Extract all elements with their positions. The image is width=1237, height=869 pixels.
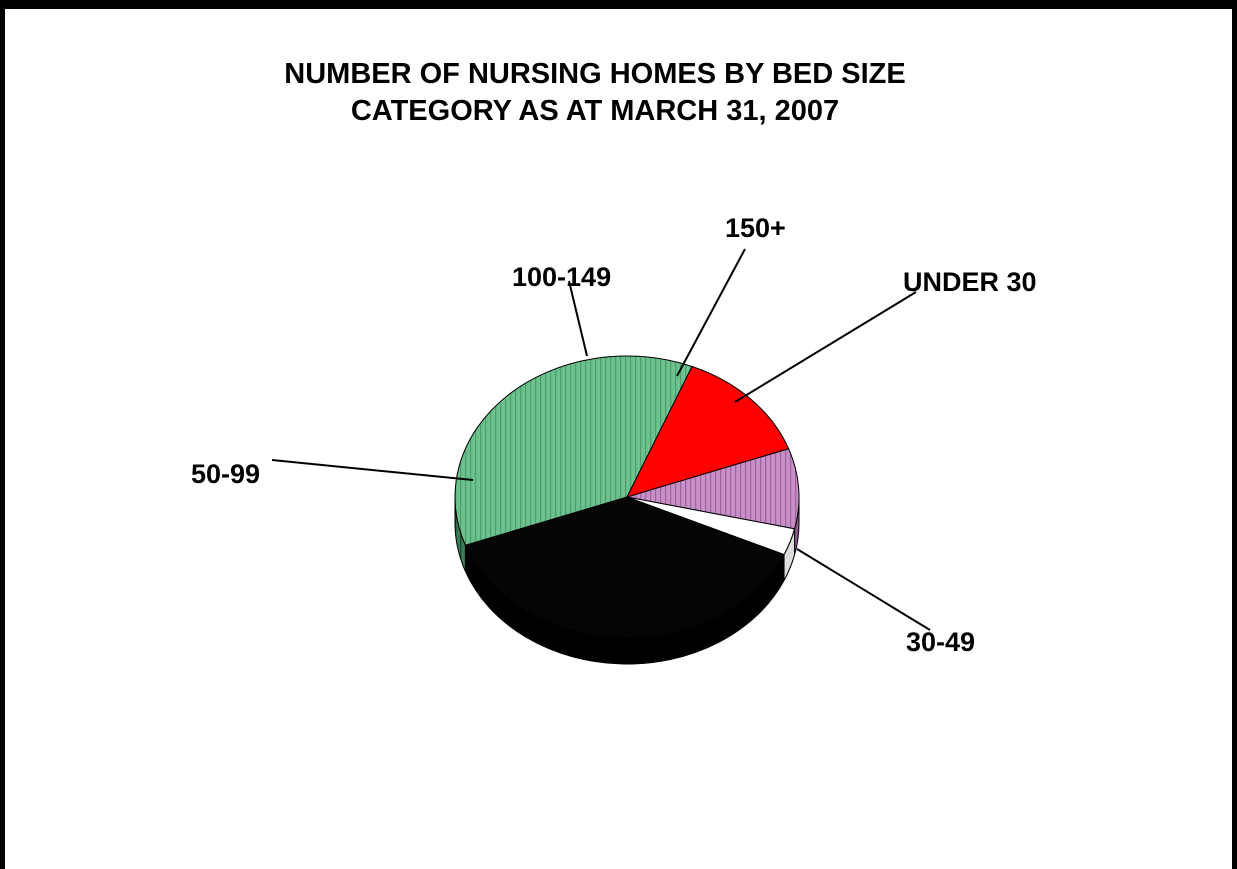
slice-label-150-plus: 150+ [725, 213, 786, 243]
chart-title: NUMBER OF NURSING HOMES BY BED SIZE CATE… [0, 56, 1190, 130]
pie-slice-30-49 [464, 496, 785, 639]
chart-title-line-1: NUMBER OF NURSING HOMES BY BED SIZE [284, 58, 906, 90]
leader-line-150-plus [676, 248, 746, 377]
slice-labels: 30-49 50-99 100-149 150+ UNDER 30 [191, 213, 1037, 657]
pie-slices [454, 355, 800, 639]
pie-slice-50-99 [454, 355, 693, 546]
slice-label-50-99: 50-99 [191, 459, 260, 489]
slice-label-30-49: 30-49 [906, 627, 975, 657]
leader-lines [271, 248, 931, 631]
pie-slice-under-30 [626, 496, 796, 556]
pie-slice-150-plus [626, 448, 800, 530]
leader-line-under-30 [734, 291, 917, 403]
leader-line-30-49 [796, 548, 931, 631]
slice-label-under-30: UNDER 30 [903, 267, 1037, 297]
leader-line-50-99 [271, 459, 474, 481]
pie-slice-100-149 [626, 365, 790, 498]
chart-title-line-2: CATEGORY AS AT MARCH 31, 2007 [350, 95, 840, 127]
slice-label-100-149: 100-149 [512, 262, 611, 292]
leader-line-100-149 [568, 280, 588, 357]
